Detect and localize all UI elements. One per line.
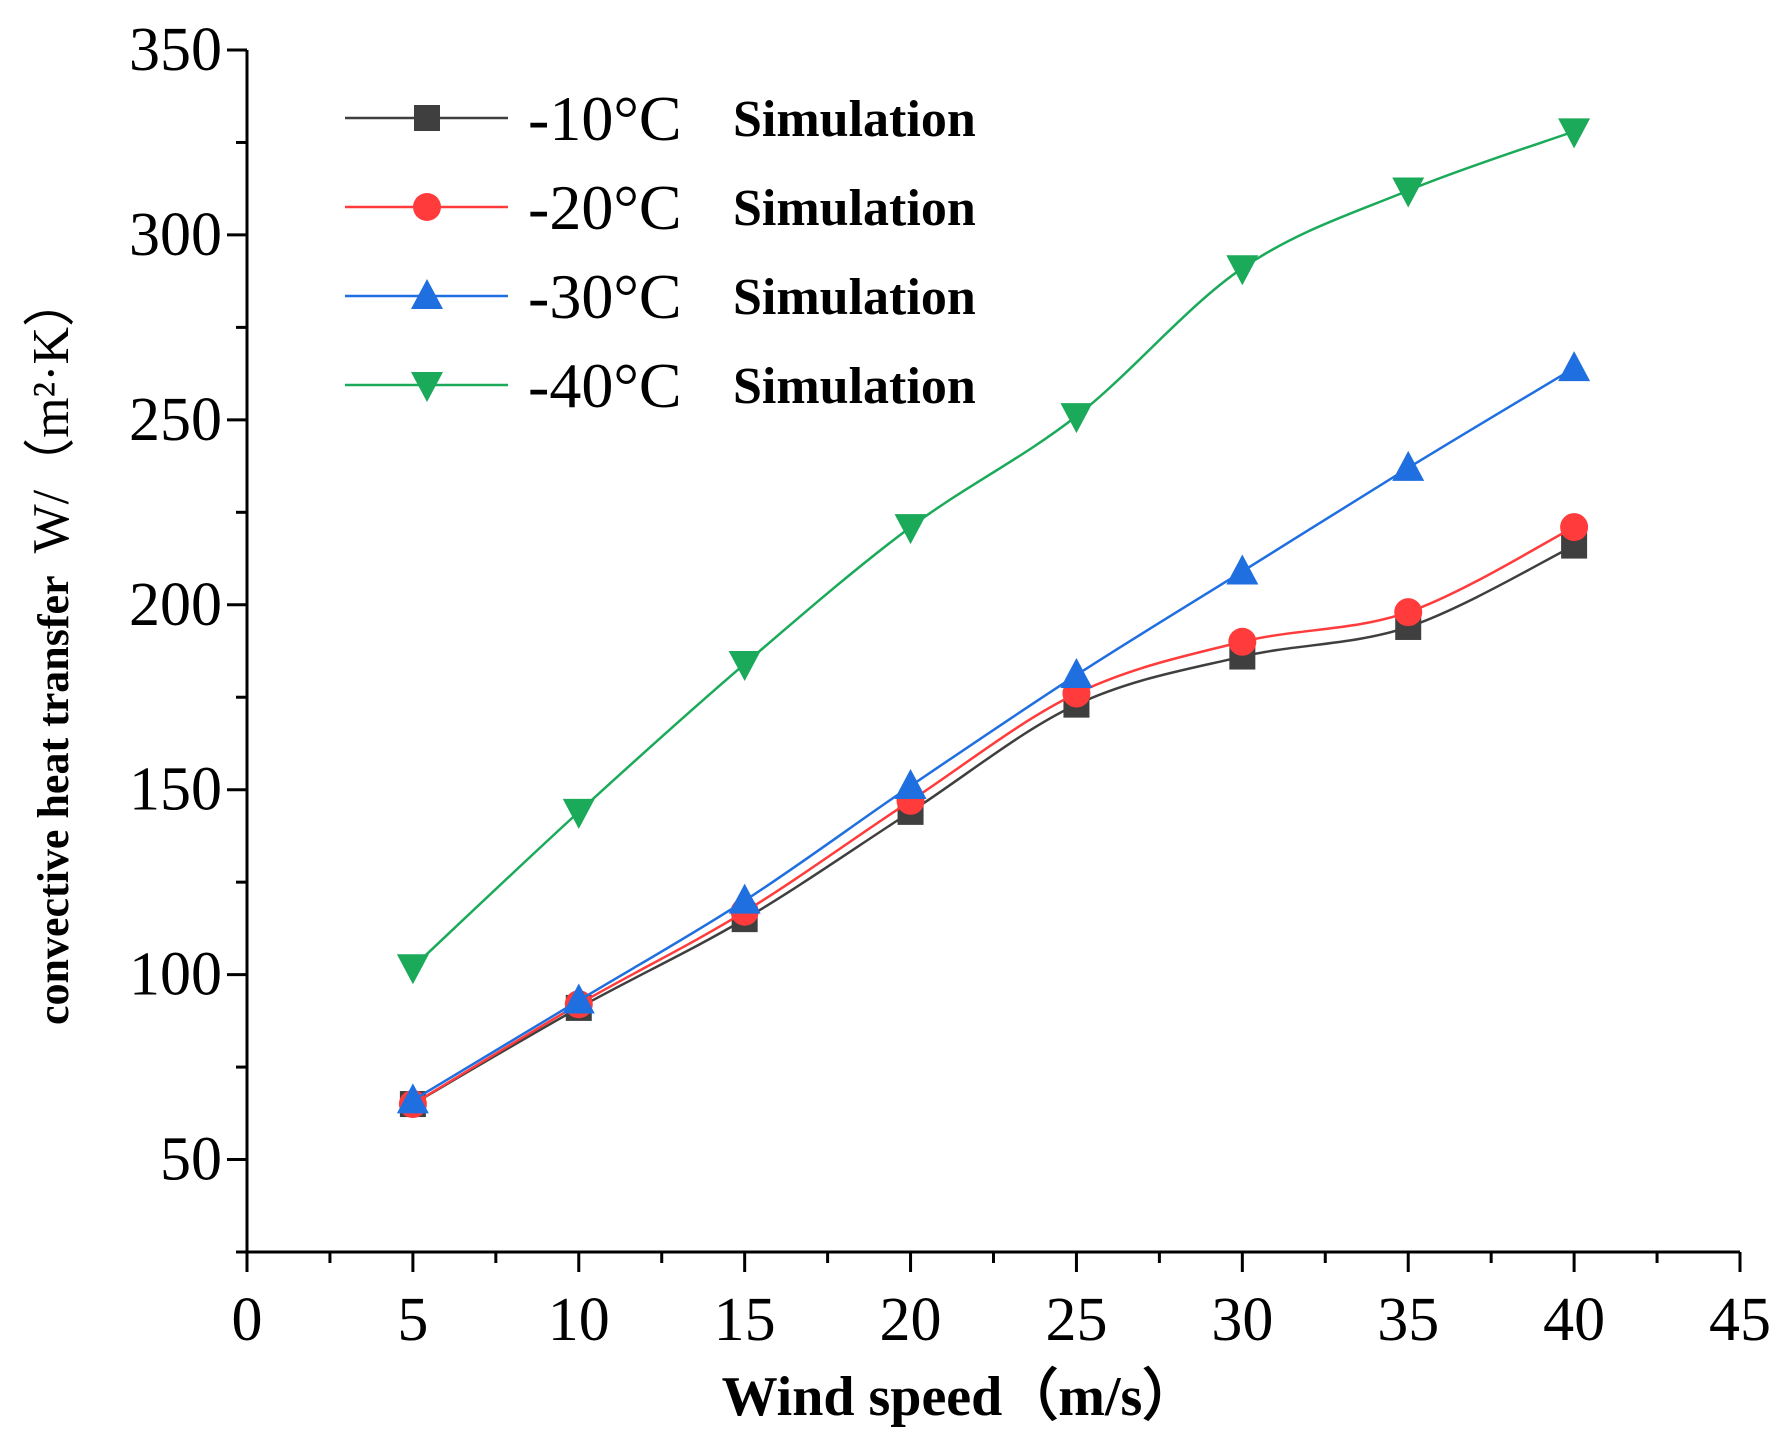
- y-tick-label: 250: [129, 386, 222, 454]
- y-axis-title-main: convective heat transfer: [29, 575, 78, 1025]
- series-line: [412, 525, 1575, 1106]
- axes: 0 5 10 15 20 25 30 35 40 45 50 100 150 200 250 300 350: [129, 16, 1771, 1354]
- data-point: [1226, 255, 1259, 286]
- x-axis-title: Wind speed（m/s）: [722, 1365, 1199, 1428]
- data-point: [728, 883, 761, 914]
- x-tick-label: 20: [880, 1286, 942, 1354]
- y-tick-label: 300: [129, 201, 222, 269]
- legend-label: Simulation: [733, 91, 976, 148]
- legend-temp: -30°C: [528, 261, 682, 332]
- series-line: [412, 130, 1575, 969]
- legend-item: -20°C Simulation: [345, 172, 976, 243]
- data-point: [396, 1083, 429, 1114]
- data-point: [1558, 351, 1591, 382]
- y-tick-label: 50: [160, 1126, 222, 1194]
- x-tick-label: 0: [232, 1286, 263, 1354]
- legend-item: -40°C Simulation: [345, 350, 976, 421]
- y-tick-label: 350: [129, 16, 222, 84]
- series-2: [396, 351, 1591, 1114]
- data-point: [1226, 554, 1259, 585]
- legend-marker: [411, 372, 443, 402]
- data-point: [1060, 403, 1093, 434]
- legend-label: Simulation: [733, 180, 976, 237]
- series-3: [396, 118, 1591, 985]
- data-point: [1228, 627, 1257, 656]
- series-line: [412, 366, 1575, 1102]
- data-point: [562, 983, 595, 1014]
- data-point: [562, 798, 595, 829]
- data-point: [1392, 450, 1425, 481]
- y-tick-label: 100: [129, 941, 222, 1009]
- data-point: [894, 514, 927, 545]
- x-tick-label: 15: [714, 1286, 776, 1354]
- x-tick-label: 25: [1045, 1286, 1107, 1354]
- data-point: [1558, 118, 1591, 149]
- x-tick-label: 35: [1377, 1286, 1439, 1354]
- x-tick-label: 45: [1709, 1286, 1771, 1354]
- x-tick-label: 30: [1211, 1286, 1273, 1354]
- legend-label: Simulation: [733, 358, 976, 415]
- legend: -10°C Simulation -20°C Simulation -30°C Simul…: [345, 83, 976, 421]
- y-tick-label: 150: [129, 756, 222, 824]
- data-point: [1394, 598, 1423, 627]
- legend-temp: -40°C: [528, 350, 682, 421]
- data-point: [1560, 513, 1589, 542]
- legend-temp: -10°C: [528, 83, 682, 154]
- data-point: [396, 954, 429, 985]
- data-point: [728, 650, 761, 681]
- data-point: [1392, 177, 1425, 208]
- legend-marker: [414, 105, 440, 131]
- legend-marker: [413, 193, 441, 221]
- x-tick-label: 10: [548, 1286, 610, 1354]
- legend-marker: [411, 279, 443, 309]
- x-tick-label: 5: [397, 1286, 428, 1354]
- axis-titles: Wind speed（m/s） convective heat transfer W…: [23, 275, 1198, 1428]
- legend-temp: -20°C: [528, 172, 682, 243]
- data-point: [894, 768, 927, 799]
- x-tick-label: 40: [1543, 1286, 1605, 1354]
- y-tick-label: 200: [129, 571, 222, 639]
- y-axis-title: convective heat transfer W/（m²·K）: [23, 275, 80, 1025]
- legend-label: Simulation: [733, 269, 976, 326]
- series-line: [412, 544, 1575, 1106]
- plot-area: [396, 118, 1591, 1119]
- legend-item: -10°C Simulation: [345, 83, 976, 154]
- y-axis-title-units: W/（m²·K）: [23, 275, 80, 553]
- legend-item: -30°C Simulation: [345, 261, 976, 332]
- data-point: [1060, 658, 1093, 689]
